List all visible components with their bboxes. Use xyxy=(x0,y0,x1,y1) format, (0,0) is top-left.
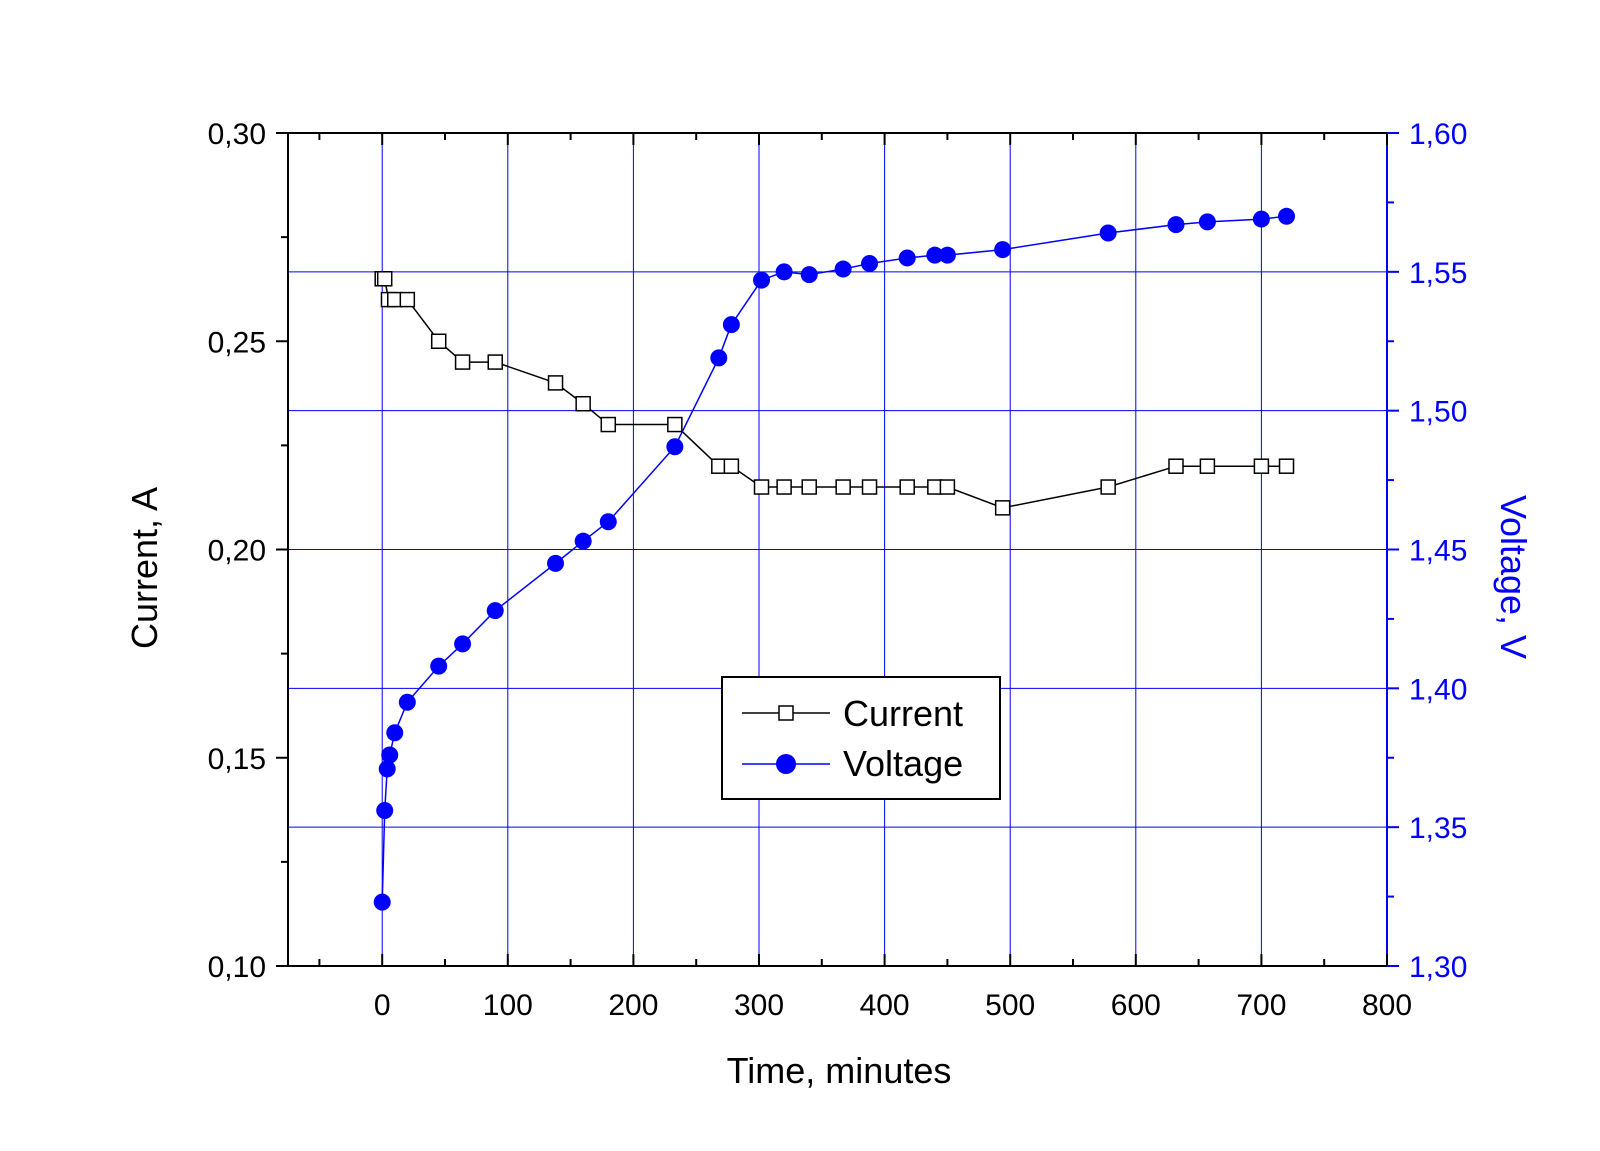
y-axis-right-label: Voltage, V xyxy=(1493,495,1534,659)
current-point xyxy=(376,271,393,287)
current-point xyxy=(547,375,564,391)
y-left-tick-label: 0,20 xyxy=(208,535,266,568)
voltage-point xyxy=(386,724,404,742)
y-left-tick-label: 0,15 xyxy=(208,743,266,776)
current-point xyxy=(487,354,503,370)
current-point xyxy=(801,479,817,495)
voltage-point xyxy=(1252,210,1270,228)
axes: 0 100 200 300 400 500 600 700 800 0,10 0,15 0,20 0,2… xyxy=(208,118,1468,1022)
y-left-tick-label: 0,30 xyxy=(208,118,266,151)
legend-current-marker xyxy=(778,705,794,721)
current-point xyxy=(430,333,447,349)
y-right-tick-label: 1,60 xyxy=(1409,118,1467,151)
voltage-point xyxy=(1099,224,1117,242)
current-point xyxy=(1278,458,1295,474)
legend-box xyxy=(721,676,1001,800)
voltage-point xyxy=(376,802,394,820)
x-tick-label: 200 xyxy=(608,989,658,1022)
voltage-point xyxy=(1198,213,1216,231)
current-point xyxy=(994,500,1011,516)
current-point xyxy=(1253,458,1270,474)
y-right-tick-label: 1,40 xyxy=(1409,673,1467,706)
current-point xyxy=(600,416,617,433)
legend-current-label: Current xyxy=(843,693,963,734)
current-point xyxy=(753,479,770,495)
x-tick-label: 100 xyxy=(483,989,533,1022)
current-point xyxy=(835,479,851,495)
voltage-point xyxy=(753,271,771,289)
voltage-point xyxy=(599,513,617,531)
voltage-point xyxy=(775,263,793,281)
legend-voltage-marker xyxy=(776,754,796,774)
legend-voltage-label: Voltage xyxy=(843,743,963,784)
current-point xyxy=(939,479,956,495)
grid-lines xyxy=(288,133,1387,966)
current-point xyxy=(899,479,915,495)
legend: Current Voltage xyxy=(721,676,1001,800)
voltage-point xyxy=(722,316,740,334)
x-axis-label: Time, minutes xyxy=(727,1050,952,1091)
voltage-point xyxy=(574,532,592,550)
voltage-point xyxy=(898,249,916,267)
current-point xyxy=(861,479,878,495)
voltage-point xyxy=(1278,207,1296,225)
series-markers xyxy=(373,207,1296,911)
x-tick-label: 400 xyxy=(860,989,910,1022)
current-point xyxy=(454,354,471,370)
current-point xyxy=(1199,458,1216,474)
voltage-point xyxy=(486,602,504,620)
y-right-tick-label: 1,35 xyxy=(1409,812,1467,845)
current-point xyxy=(667,416,683,433)
current-point xyxy=(575,395,591,412)
current-point xyxy=(776,479,792,495)
voltage-point xyxy=(378,760,396,778)
y-right-tick-label: 1,50 xyxy=(1409,396,1467,429)
voltage-point xyxy=(373,893,391,911)
current-series-line xyxy=(382,278,1287,509)
y-axis-left-label: Current, A xyxy=(124,487,165,649)
voltage-point xyxy=(994,241,1012,259)
voltage-point xyxy=(710,349,728,367)
voltage-point xyxy=(666,438,684,456)
voltage-point xyxy=(547,554,565,572)
voltage-point xyxy=(1167,216,1185,234)
voltage-point xyxy=(938,246,956,264)
x-tick-label: 800 xyxy=(1362,989,1412,1022)
voltage-point xyxy=(398,693,416,711)
voltage-point xyxy=(861,255,879,273)
current-point xyxy=(723,458,740,474)
x-tick-label: 700 xyxy=(1236,989,1286,1022)
x-tick-label: 500 xyxy=(985,989,1035,1022)
voltage-point xyxy=(800,266,818,284)
voltage-point xyxy=(834,260,852,278)
voltage-point xyxy=(926,246,944,264)
voltage-point xyxy=(430,657,448,675)
y-right-tick-label: 1,45 xyxy=(1409,535,1467,568)
voltage-point xyxy=(454,635,472,653)
y-left-tick-label: 0,10 xyxy=(208,951,266,984)
current-point xyxy=(1168,458,1184,474)
y-right-tick-label: 1,55 xyxy=(1409,257,1467,290)
x-tick-label: 300 xyxy=(734,989,784,1022)
voltage-point xyxy=(381,746,399,764)
y-left-tick-label: 0,25 xyxy=(208,326,266,359)
x-tick-label: 0 xyxy=(374,989,391,1022)
current-point xyxy=(1100,479,1116,495)
y-right-tick-label: 1,30 xyxy=(1409,951,1467,984)
current-point xyxy=(399,291,416,308)
x-tick-label: 600 xyxy=(1111,989,1161,1022)
